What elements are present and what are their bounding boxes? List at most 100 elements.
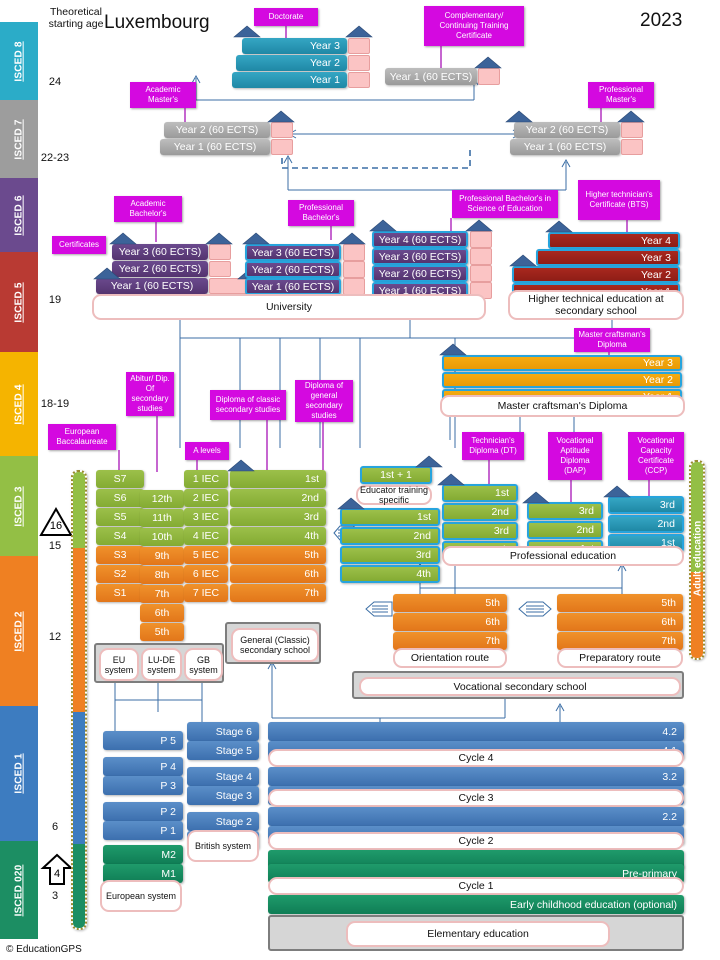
connector-abitur-label xyxy=(156,416,158,472)
graduation-hat-icon xyxy=(603,485,631,498)
professional-bachelor-ects-1 xyxy=(343,278,365,295)
graduation-hat-icon xyxy=(505,110,533,123)
cycle-row-2-2: 2.2 xyxy=(268,807,684,826)
university-capsule: University xyxy=(92,294,486,320)
graduation-hat-icon xyxy=(109,232,137,245)
primary-grade-p4: P 4 xyxy=(103,757,183,776)
cycle-2-capsule: Cycle 2 xyxy=(268,832,684,850)
primary-grade-p1: P 1 xyxy=(103,821,183,840)
academic-bachelor-programme: Year 3 (60 ECTS) Year 2 (60 ECTS) Year 1… xyxy=(92,232,265,296)
preparatory-route-capsule: Preparatory route xyxy=(557,648,683,668)
lude-grade-5th: 5th xyxy=(140,623,184,641)
lude-school-column: 12th 11th 10th 9th 8th 7th 6th 5th xyxy=(140,490,184,641)
qualification-diploma-general: Diploma of general secondary studies xyxy=(295,380,353,422)
cycle-row-4-2: 4.2 xyxy=(268,722,684,741)
gb-grade-5iec: 5 IEC xyxy=(184,546,228,564)
connector-professional-master-label xyxy=(600,108,602,124)
maternelle-m1: M1 xyxy=(103,864,183,883)
connector-european-bacc-label xyxy=(118,450,120,472)
graduation-hat-icon xyxy=(93,267,121,280)
primary-grade-p5: P 5 xyxy=(103,731,183,750)
isced-band-020-label: ISCED 020 xyxy=(13,864,25,916)
technician-grade-1st: 1st xyxy=(442,484,518,502)
early-childhood-row: Early childhood education (optional) xyxy=(268,895,684,914)
age-caption: Theoretical starting age xyxy=(40,6,112,30)
age-18-19: 18-19 xyxy=(40,398,70,410)
lude-grade-10th: 10th xyxy=(140,528,184,546)
age-19: 19 xyxy=(48,294,62,306)
higher-technical-education-capsule: Higher technical education at secondary … xyxy=(508,290,684,320)
technician-grade-2nd: 2nd xyxy=(442,503,518,521)
primary-stage-3: Stage 3 xyxy=(187,786,259,805)
gb-grade-7iec: 7 IEC xyxy=(184,584,228,602)
isced-band-2-label: ISCED 2 xyxy=(13,610,25,652)
connector-complementary-label xyxy=(440,46,442,68)
professional-master-ects-2 xyxy=(621,122,643,138)
complementary-programme: Year 1 (60 ECTS) xyxy=(385,56,505,88)
special-needs-education-rail xyxy=(71,470,87,930)
educator-grade-4th: 4th xyxy=(340,565,440,583)
lude-grade-8th: 8th xyxy=(140,566,184,584)
educator-training-caption: Educator training specific xyxy=(356,485,432,505)
prof-bachelor-edu-year-3: Year 3 (60 ECTS) xyxy=(372,248,468,265)
professional-bachelor-ects-3 xyxy=(343,244,365,261)
general-classic-secondary-container: General (Classic) secondary school xyxy=(225,622,321,664)
technician-grade-3rd: 3rd xyxy=(442,522,518,540)
age-marker-16: 16 xyxy=(38,506,74,538)
gb-grade-4iec: 4 IEC xyxy=(184,527,228,545)
isced-band-020: ISCED 020 xyxy=(0,841,38,939)
isced-band-8-label: ISCED 8 xyxy=(13,40,25,82)
educator-grade-2nd: 2nd xyxy=(340,527,440,545)
graduation-hat-icon xyxy=(267,110,295,123)
vocational-secondary-school-container: Vocational secondary school xyxy=(352,671,684,699)
isced-band-5-label: ISCED 5 xyxy=(13,281,25,323)
prof-bachelor-edu-ects-3 xyxy=(470,248,492,265)
educator-grade-3rd: 3rd xyxy=(340,546,440,564)
age-marker-4-value: 4 xyxy=(53,868,61,880)
doctorate-year-2: Year 2 xyxy=(236,55,347,71)
qualification-a-levels: A levels xyxy=(185,442,229,460)
dap-grade-2nd: 2nd xyxy=(527,521,603,539)
doctorate-ects-2 xyxy=(348,55,370,71)
complementary-ects-1 xyxy=(478,68,500,85)
lude-system-capsule: LU-DE system xyxy=(141,648,182,681)
classic-secondary-column: 1st 2nd 3rd 4th 5th 6th 7th xyxy=(227,459,326,602)
academic-bachelor-ects-2 xyxy=(209,261,231,277)
professional-bachelor-ects-2 xyxy=(343,261,365,278)
classic-grade-6th: 6th xyxy=(230,565,326,583)
age-12: 12 xyxy=(48,631,62,643)
isced-band-5: ISCED 5 xyxy=(0,252,38,352)
primary-stage-6: Stage 6 xyxy=(187,722,259,741)
qualification-certificates: Certificates xyxy=(52,236,106,254)
graduation-hat-icon xyxy=(337,497,365,510)
age-caption-line2: starting age xyxy=(48,18,104,30)
isced-band-6-label: ISCED 6 xyxy=(13,194,25,236)
complementary-year-1: Year 1 (60 ECTS) xyxy=(385,68,477,85)
dap-grades-column: 3rd 2nd 1st xyxy=(522,491,603,562)
professional-master-year-2: Year 2 (60 ECTS) xyxy=(514,122,620,138)
page-title: Luxembourg xyxy=(104,12,210,33)
graduation-hat-icon xyxy=(439,343,467,356)
european-grade-s4: S4 xyxy=(96,527,144,545)
professional-bachelor-year-2: Year 2 (60 ECTS) xyxy=(245,261,341,278)
cycle-1-capsule: Cycle 1 xyxy=(268,877,684,895)
prof-bachelor-edu-year-2: Year 2 (60 ECTS) xyxy=(372,265,468,282)
isced-band-7: ISCED 7 xyxy=(0,100,38,178)
graduation-hat-icon xyxy=(474,56,502,69)
age-15: 15 xyxy=(48,540,62,552)
graduation-hat-icon xyxy=(233,25,261,38)
qualification-technicians-dt: Technician's Diploma (DT) xyxy=(462,432,524,460)
qualification-vocational-ccp: Vocational Capacity Certificate (CCP) xyxy=(628,432,684,480)
isced-band-4: ISCED 4 xyxy=(0,352,38,456)
professional-master-programme: Year 2 (60 ECTS) Year 1 (60 ECTS) xyxy=(500,110,645,158)
isced-band-6: ISCED 6 xyxy=(0,178,38,252)
professional-master-year-1: Year 1 (60 ECTS) xyxy=(510,139,620,155)
graduation-hat-icon xyxy=(338,232,366,245)
prof-bachelor-edu-ects-2 xyxy=(470,265,492,282)
connector-bts-label xyxy=(626,220,628,234)
system-boxes-container: EU system LU-DE system GB system xyxy=(94,643,224,683)
preparatory-grade-7th: 7th xyxy=(557,632,683,650)
connector-academic-master-label xyxy=(184,108,186,124)
isced-band-1: ISCED 1 xyxy=(0,706,38,841)
academic-bachelor-year-3: Year 3 (60 ECTS) xyxy=(112,244,208,260)
